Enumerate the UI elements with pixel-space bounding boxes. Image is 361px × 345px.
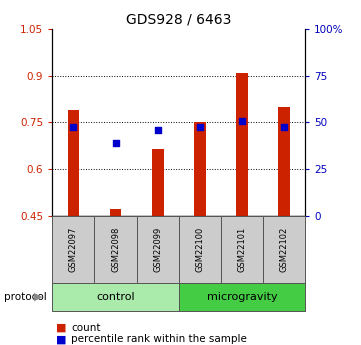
Text: count: count xyxy=(71,323,101,333)
Text: GSM22099: GSM22099 xyxy=(153,227,162,272)
Title: GDS928 / 6463: GDS928 / 6463 xyxy=(126,13,231,27)
Bar xyxy=(194,122,206,216)
Point xyxy=(155,128,161,133)
Bar xyxy=(68,110,79,216)
Text: protocol: protocol xyxy=(4,292,46,302)
Point xyxy=(281,125,287,130)
Text: ■: ■ xyxy=(56,323,66,333)
Text: GSM22098: GSM22098 xyxy=(111,227,120,272)
Text: GSM22101: GSM22101 xyxy=(238,227,246,272)
Bar xyxy=(236,73,248,216)
Text: ▶: ▶ xyxy=(34,292,43,302)
Text: GSM22102: GSM22102 xyxy=(279,227,288,272)
Text: percentile rank within the sample: percentile rank within the sample xyxy=(71,335,247,344)
Point xyxy=(113,140,118,146)
Bar xyxy=(110,209,121,216)
Point xyxy=(70,125,76,130)
Text: GSM22100: GSM22100 xyxy=(195,227,204,272)
Point xyxy=(197,125,203,130)
Text: microgravity: microgravity xyxy=(206,292,277,302)
Bar xyxy=(152,149,164,216)
Text: ■: ■ xyxy=(56,335,66,344)
Text: GSM22097: GSM22097 xyxy=(69,227,78,272)
Point xyxy=(239,118,245,124)
Text: control: control xyxy=(96,292,135,302)
Bar xyxy=(278,107,290,216)
